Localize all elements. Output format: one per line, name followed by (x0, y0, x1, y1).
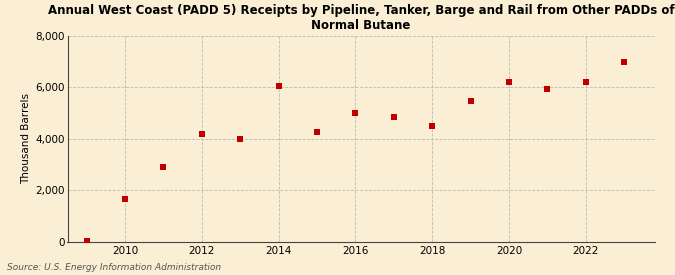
Y-axis label: Thousand Barrels: Thousand Barrels (21, 94, 31, 184)
Text: Source: U.S. Energy Information Administration: Source: U.S. Energy Information Administ… (7, 263, 221, 272)
Point (81, 239, 92, 243)
Point (619, 59, 630, 64)
Point (465, 99, 476, 104)
Point (350, 111, 360, 115)
Point (119, 197, 130, 202)
Title: Annual West Coast (PADD 5) Receipts by Pipeline, Tanker, Barge and Rail from Oth: Annual West Coast (PADD 5) Receipts by P… (48, 4, 674, 32)
Point (273, 84, 284, 88)
Point (158, 165, 169, 169)
Point (580, 80, 591, 84)
Point (388, 115, 399, 119)
Point (235, 137, 246, 141)
Point (504, 80, 514, 84)
Point (542, 86, 553, 91)
Point (312, 130, 323, 135)
Point (427, 124, 437, 128)
Point (196, 131, 207, 136)
